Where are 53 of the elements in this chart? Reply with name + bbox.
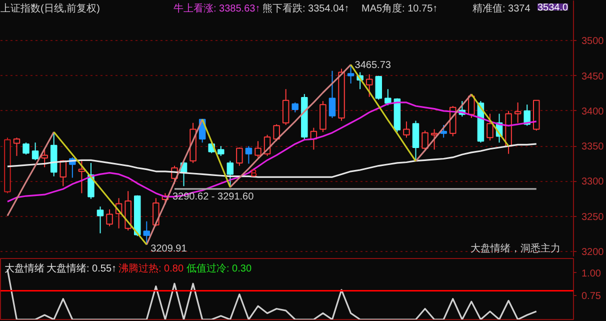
- candlestick: [375, 75, 382, 100]
- annotation: 低值过冷: 0.30: [186, 262, 252, 274]
- y-tick-label: 3300: [582, 176, 604, 188]
- y-tick-label: 3250: [582, 212, 604, 223]
- candlestick: [366, 74, 373, 98]
- annotation: 牛上看涨: 3385.63↑: [174, 2, 260, 14]
- annotation: 大盘情绪，洞悉主力: [470, 242, 560, 254]
- data-label: 3209.91: [150, 244, 188, 255]
- candlestick: [328, 70, 336, 118]
- annotation: 3290.62 - 3291.60: [172, 192, 254, 202]
- candlestick: [152, 198, 160, 227]
- candlestick: [226, 160, 234, 188]
- candlestick: [468, 94, 475, 118]
- y-tick-label: 3450: [582, 71, 604, 82]
- data-label: 3465.73: [354, 60, 392, 72]
- candlestick: [440, 124, 447, 138]
- y-tick-label: 3350: [582, 142, 604, 153]
- candlestick: [347, 64, 354, 84]
- candlestick: [96, 206, 104, 234]
- candlestick: [292, 102, 298, 113]
- candlestick: [422, 130, 428, 151]
- candlestick: [143, 220, 150, 246]
- annotation: MA5角度: 10.75↑: [362, 2, 438, 14]
- candlestick: [13, 137, 20, 156]
- candlestick: [486, 113, 494, 141]
- candlestick: [412, 120, 420, 162]
- line-series: [6, 143, 538, 178]
- candlestick: [106, 208, 113, 227]
- annotation: 大盘情绪: [4, 262, 44, 274]
- y-tick-label: 3400: [582, 106, 604, 118]
- y-tick-label: 0.75: [582, 290, 602, 302]
- y-tick-label: 3500: [582, 36, 604, 48]
- candlestick: [430, 128, 438, 150]
- candlestick: [273, 124, 280, 142]
- annotation: 熊下看跌: 3354.04↑: [262, 2, 350, 14]
- annotation: 上证指数(日线,前复权): [0, 2, 100, 14]
- candlestick: [245, 146, 252, 164]
- candlestick: [41, 149, 48, 168]
- candlestick: [282, 88, 290, 126]
- candlestick: [254, 140, 262, 158]
- candlestick: [218, 146, 224, 156]
- annotation: 沸腾过热: 0.80: [118, 262, 184, 274]
- candlestick: [22, 142, 30, 156]
- candlestick: [514, 102, 522, 124]
- annotation: 大盘情绪: 0.55↑: [46, 262, 117, 274]
- candlestick: [236, 146, 243, 166]
- y-tick-label: 1.00: [582, 268, 602, 280]
- candlestick: [384, 88, 392, 106]
- y-tick-label: 3200: [582, 247, 604, 258]
- annotation: 精准值: 3374: [472, 2, 531, 14]
- candlestick: [524, 104, 530, 126]
- candlestick: [32, 142, 39, 161]
- candlestick: [403, 120, 410, 138]
